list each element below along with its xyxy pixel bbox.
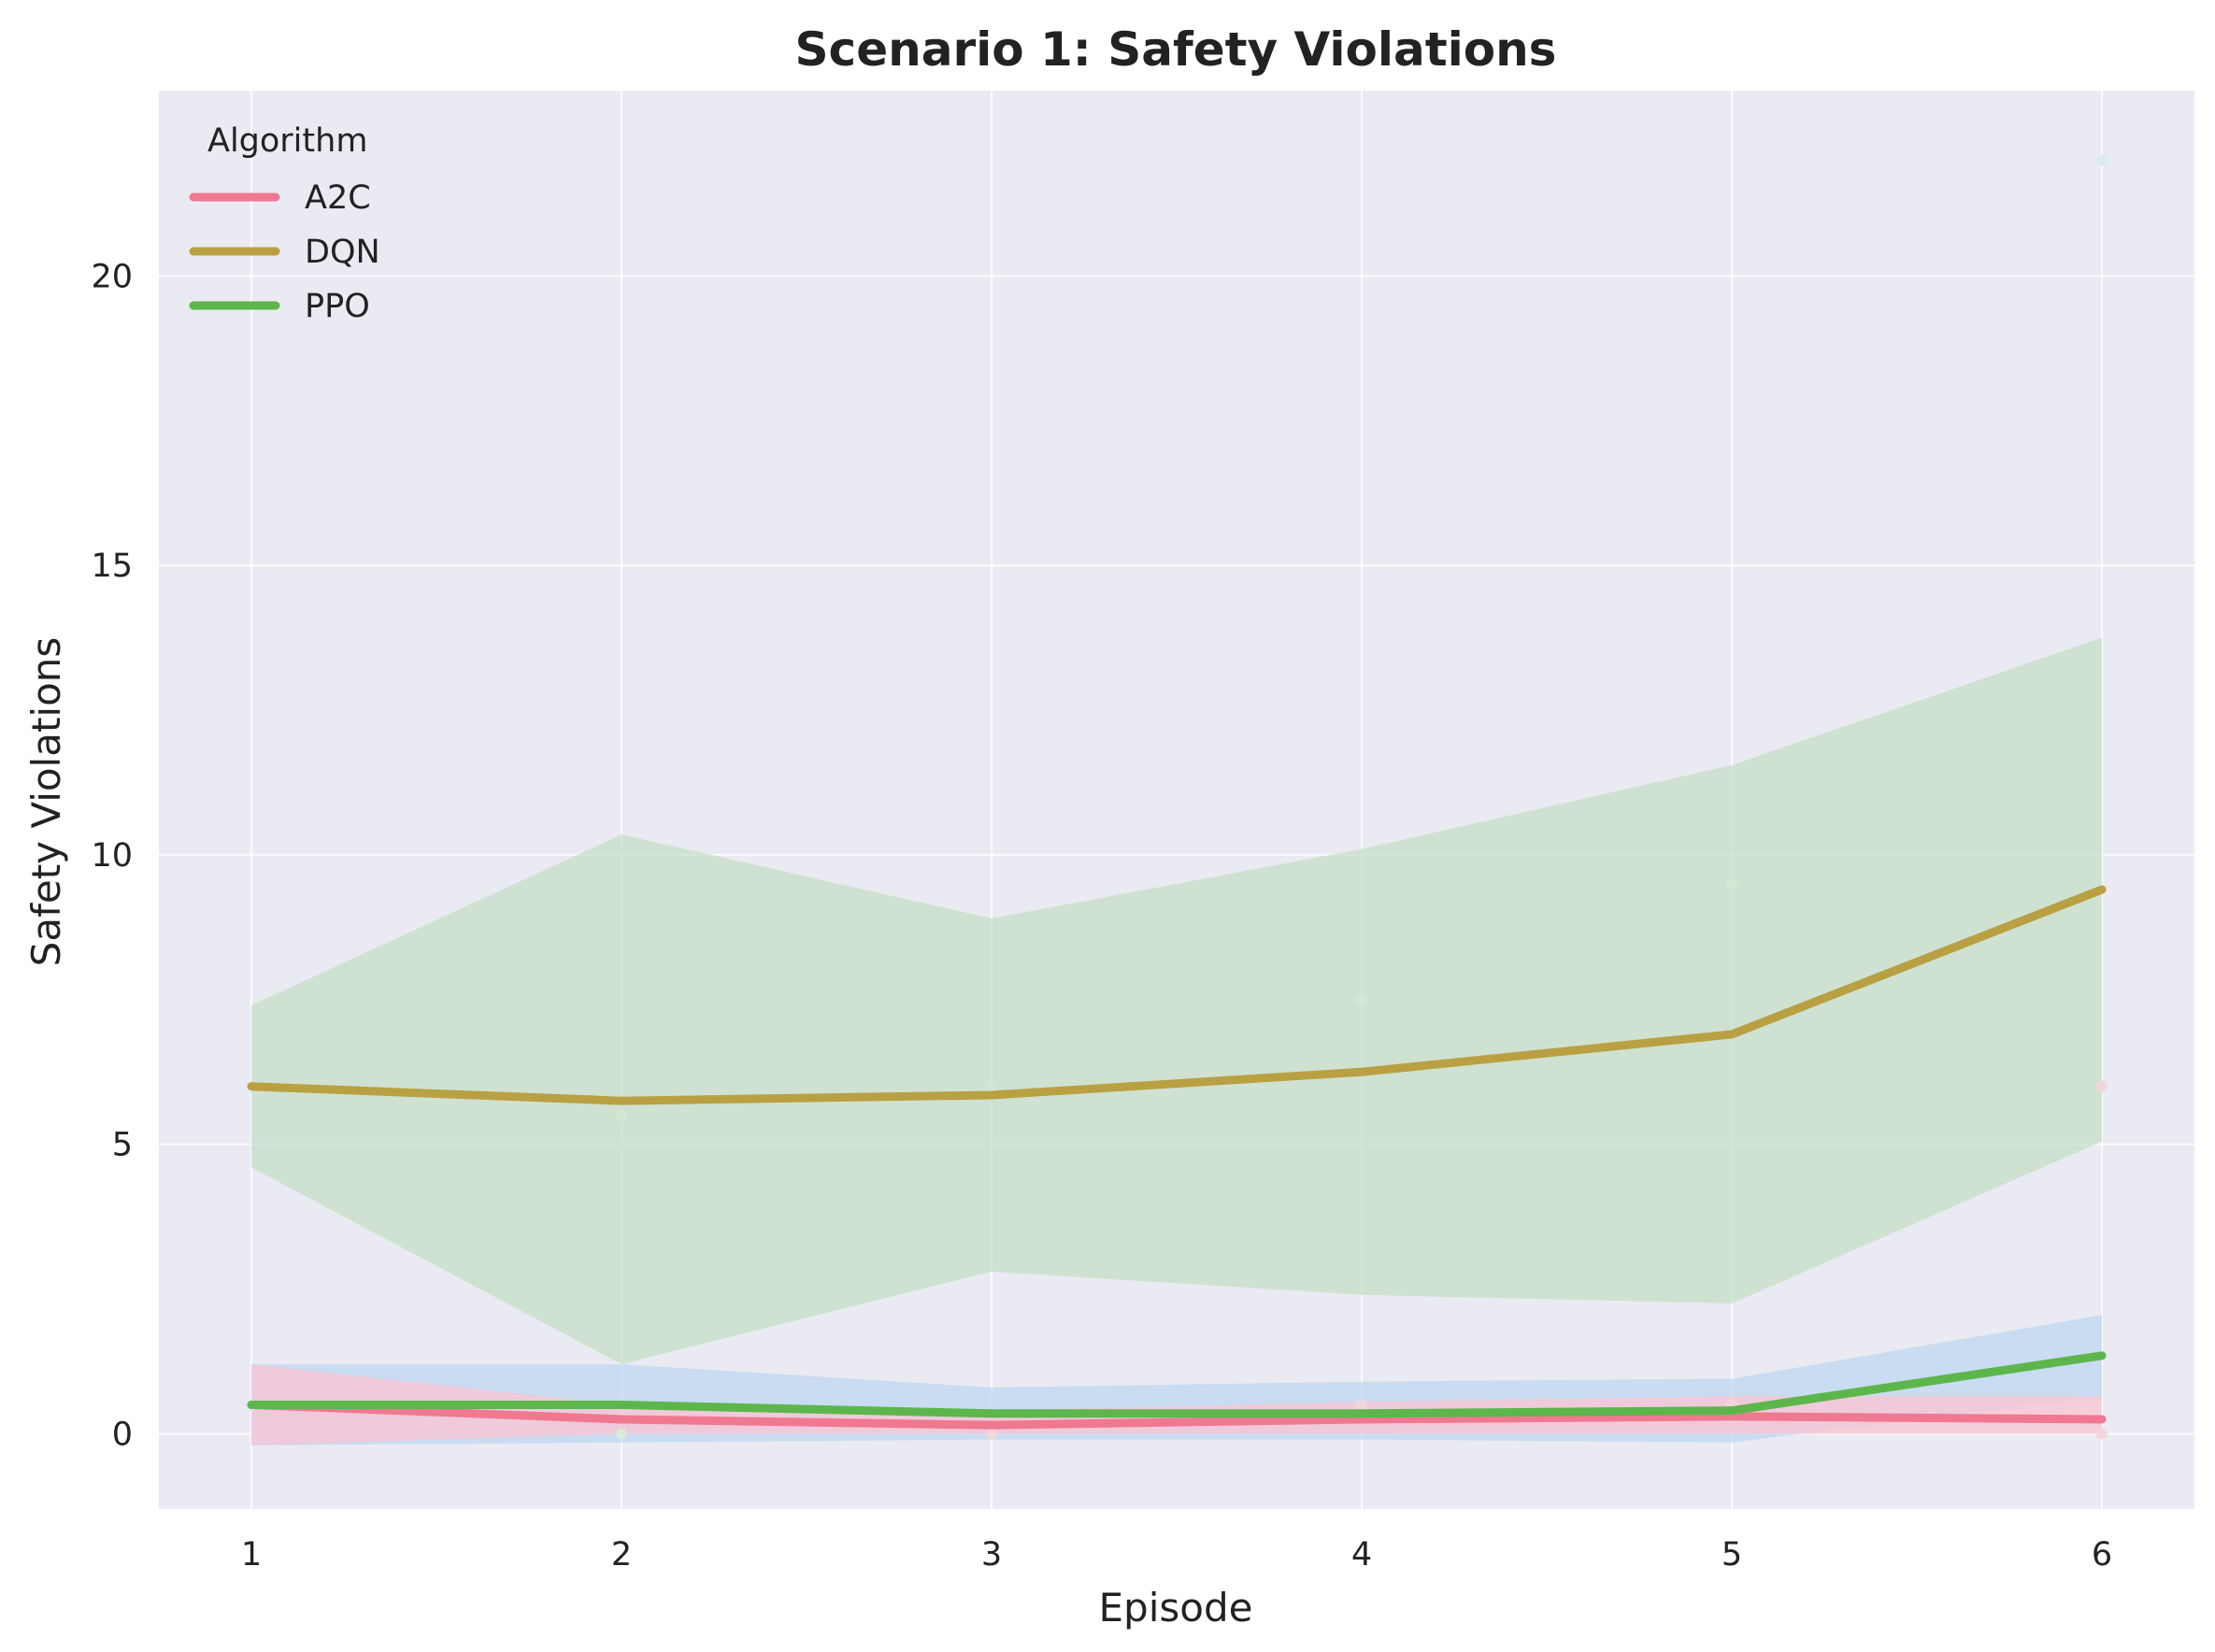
y-axis-label: Safety Violations: [23, 637, 69, 967]
legend-label-ppo: PPO: [305, 288, 370, 325]
x-tick-label: 6: [2092, 1536, 2112, 1574]
chart-title: Scenario 1: Safety Violations: [795, 22, 1557, 77]
x-tick-label: 1: [241, 1536, 262, 1574]
tick-labels: 1 2 3 4 5 6 0 5 10 15 20: [91, 258, 2112, 1574]
y-tick-label: 0: [112, 1416, 133, 1453]
scatter-point: [2096, 1080, 2108, 1092]
scatter-point: [2096, 154, 2108, 166]
x-tick-label: 5: [1722, 1536, 1742, 1574]
scatter-point: [2096, 1428, 2108, 1440]
line-ppo: [247, 1351, 2107, 1418]
scatter-point: [616, 1109, 627, 1121]
scatter-point: [616, 1428, 627, 1440]
legend-label-a2c: A2C: [305, 179, 371, 217]
y-tick-label: 20: [91, 258, 133, 295]
scatter-point: [986, 1428, 997, 1440]
legend: Algorithm A2C DQN PPO: [189, 122, 380, 325]
y-tick-label: 10: [91, 837, 133, 875]
y-tick-label: 15: [91, 548, 133, 585]
scatter-point: [1356, 1399, 1367, 1411]
scatter-point: [986, 1080, 997, 1092]
legend-label-dqn: DQN: [305, 234, 380, 271]
x-tick-label: 3: [981, 1536, 1002, 1574]
scatter-point: [1356, 993, 1367, 1005]
scatter-point: [1726, 877, 1737, 890]
x-axis-label: Episode: [1099, 1585, 1253, 1631]
legend-title: Algorithm: [207, 122, 367, 160]
line-a2c: [247, 1400, 2107, 1430]
series-lines: [247, 885, 2107, 1430]
band-a2c: [251, 1364, 2102, 1446]
line-dqn: [247, 885, 2107, 1105]
y-tick-label: 5: [112, 1127, 133, 1164]
scatter-points: [246, 154, 2108, 1440]
x-tick-label: 4: [1351, 1536, 1372, 1574]
band-dqn: [251, 637, 2102, 1365]
x-tick-label: 2: [611, 1536, 632, 1574]
